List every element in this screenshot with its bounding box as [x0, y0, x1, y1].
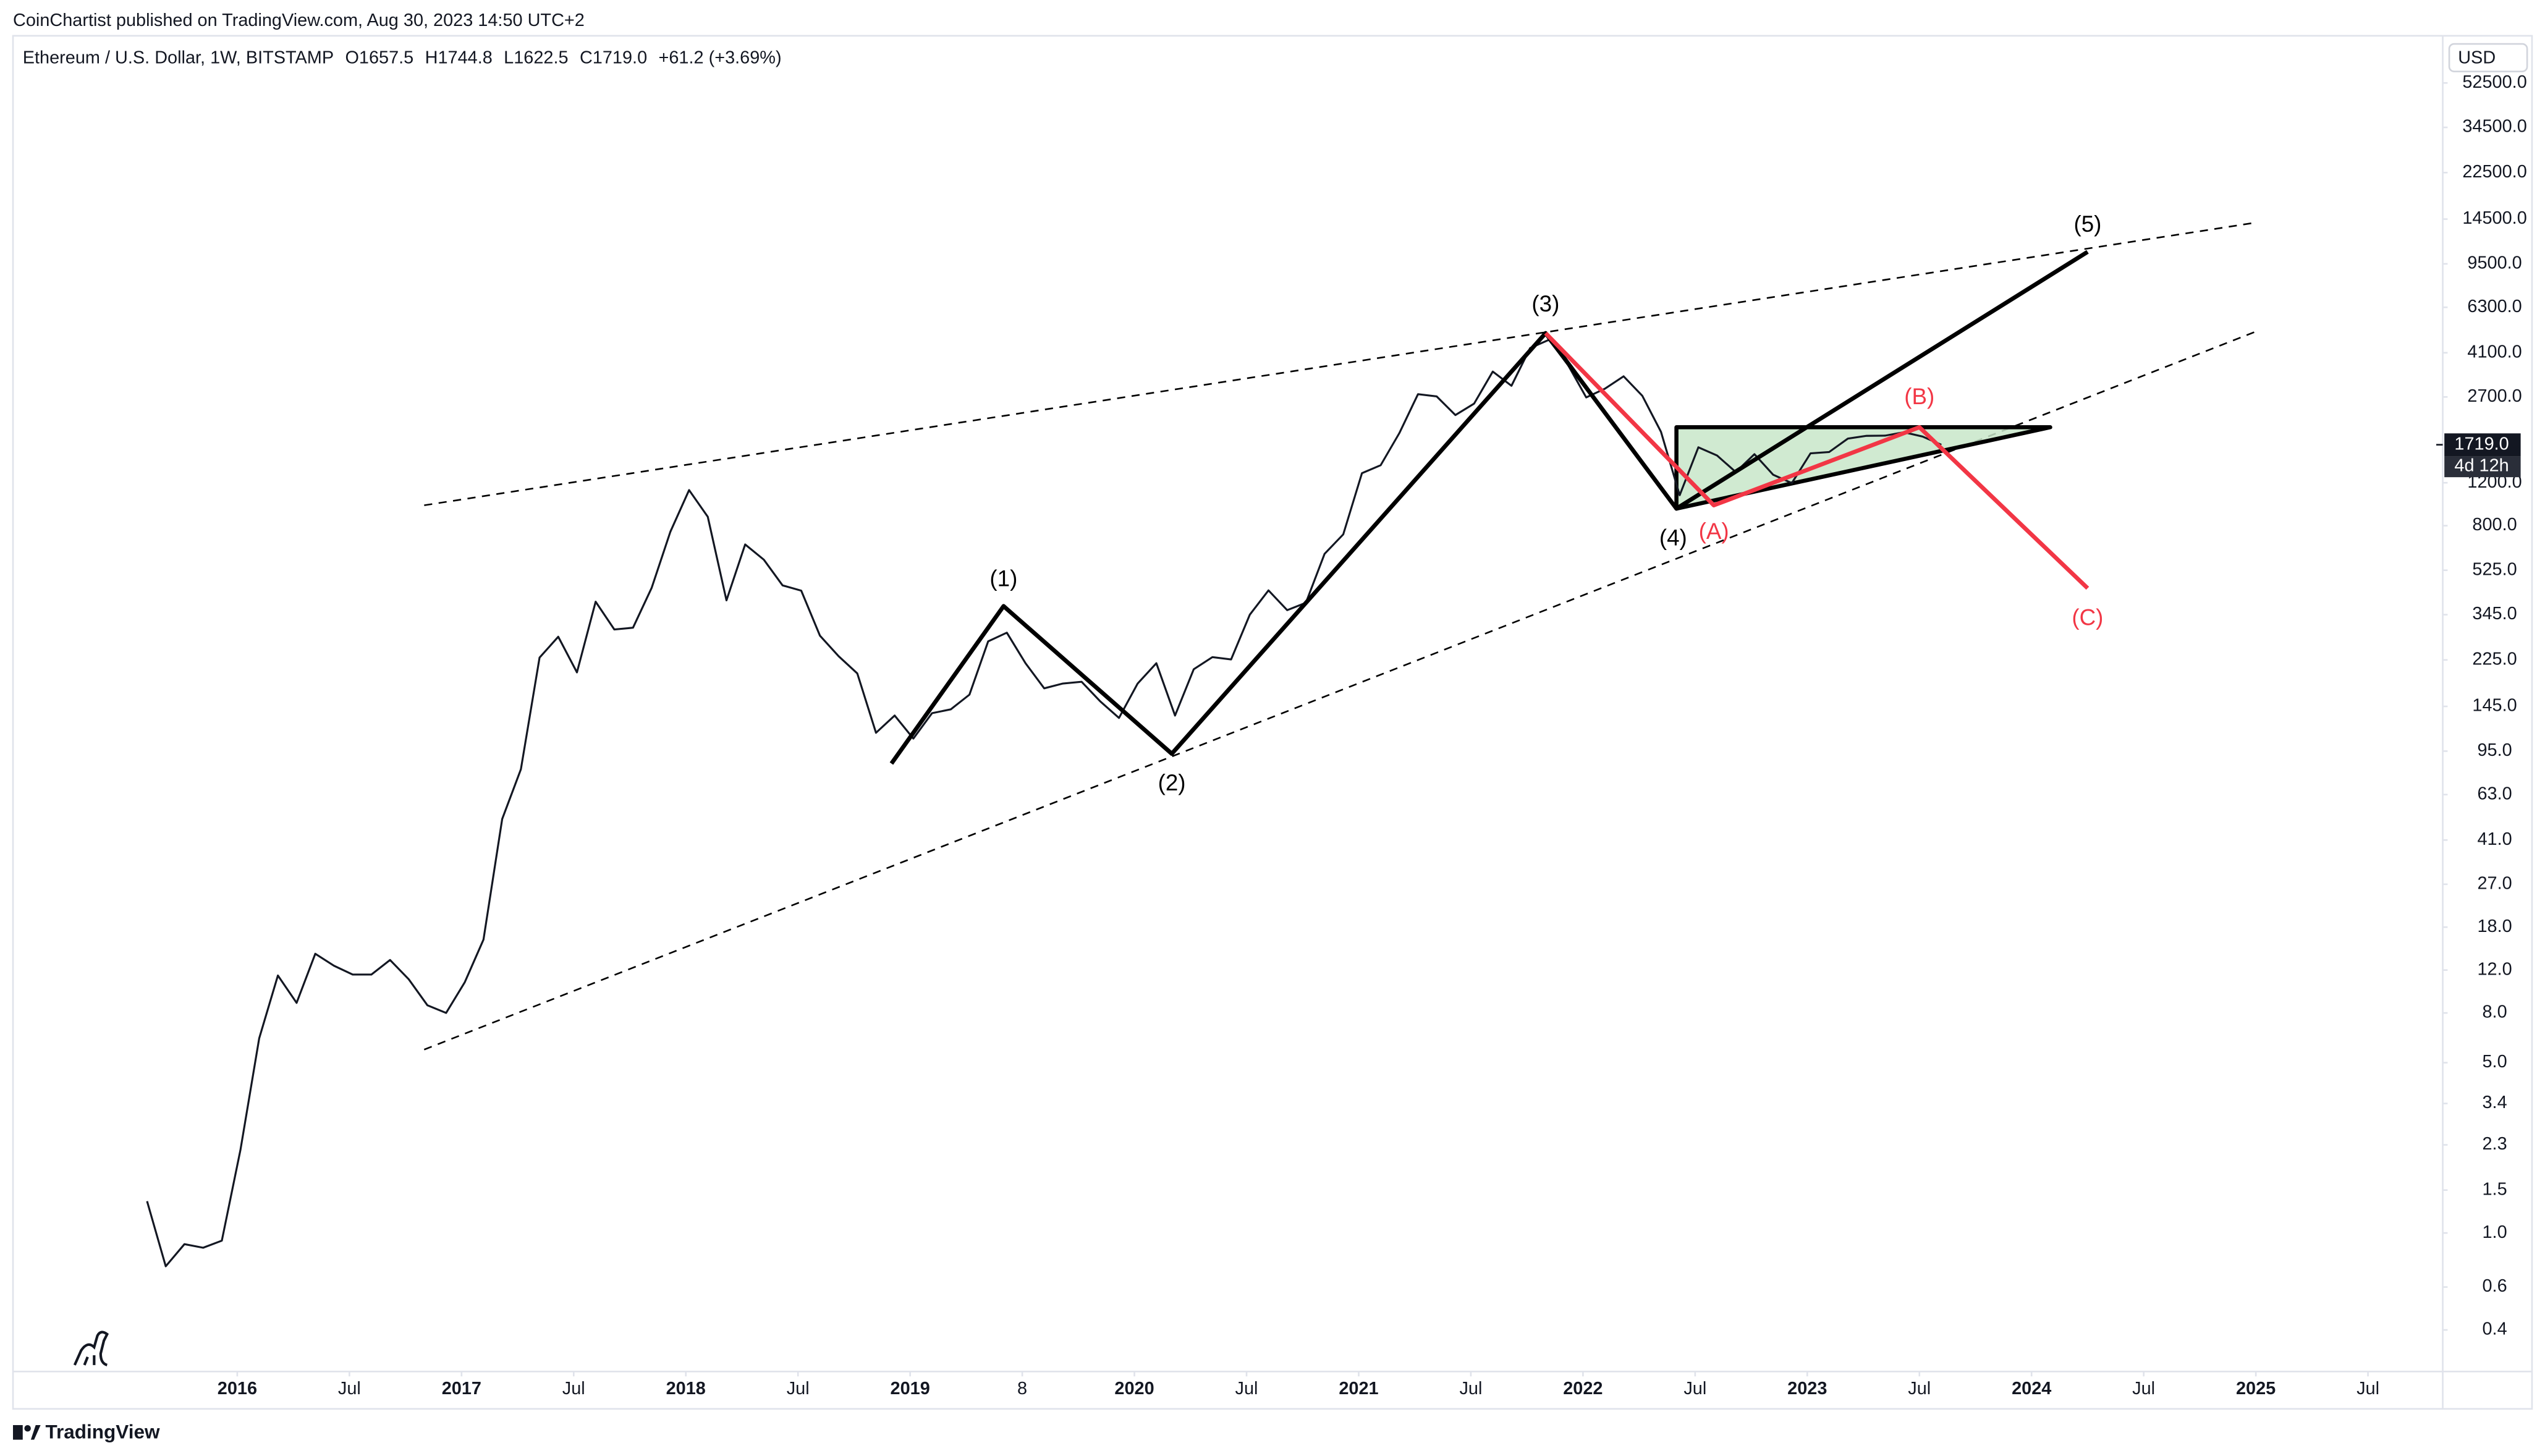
footer-brand: TradingView: [46, 1420, 160, 1442]
x-tick-label: 2024: [2012, 1379, 2051, 1399]
symbol: Ethereum / U.S. Dollar, 1W, BITSTAMP: [23, 48, 334, 67]
impulse-wave-label: (4): [1659, 525, 1687, 551]
y-tick-label: 12.0: [2477, 959, 2512, 979]
x-tick-label: 2018: [666, 1379, 706, 1399]
currency[interactable]: USD: [2458, 48, 2496, 67]
last-price-tag: [2444, 433, 2521, 457]
tradingview-logo: [13, 1424, 41, 1440]
attribution: CoinChartist published on TradingView.co…: [13, 11, 585, 30]
x-tick-label: 2017: [442, 1379, 481, 1399]
corrective-wave-label: (B): [1904, 384, 1934, 409]
frame: [12, 35, 2533, 1410]
last-price-label: 1719.0: [2454, 434, 2509, 454]
x-tick-label: 2021: [1339, 1379, 1378, 1399]
y-tick-label: 22500.0: [2462, 162, 2526, 182]
x-tick-label: 2023: [1787, 1379, 1827, 1399]
y-tick-label: 1.0: [2483, 1222, 2507, 1242]
y-tick-label: 34500.0: [2462, 117, 2526, 137]
y-tick-label: 2700.0: [2467, 386, 2522, 406]
x-tick-label: Jul: [787, 1379, 810, 1399]
x-tick-label: Jul: [1908, 1379, 1931, 1399]
currency-box[interactable]: [2448, 43, 2528, 72]
y-tick-label: 9500.0: [2467, 253, 2522, 273]
x-tick-label: Jul: [2132, 1379, 2155, 1399]
y-tick-label: 525.0: [2472, 559, 2517, 579]
x-tick-label: 2020: [1114, 1379, 1154, 1399]
symbol-header: Ethereum / U.S. Dollar, 1W, BITSTAMP O165…: [23, 48, 782, 67]
dino-icon: [73, 1331, 109, 1366]
ohlc-close: C1719.0: [580, 48, 647, 67]
y-tick-label: 145.0: [2472, 696, 2517, 716]
x-tick-label: 2016: [218, 1379, 257, 1399]
countdown-tag: [2444, 456, 2521, 478]
x-tick-label: 8: [1017, 1379, 1027, 1399]
impulse-wave-label: (5): [2073, 211, 2101, 237]
impulse-wave-label: (2): [1158, 770, 1186, 795]
y-tick-label: 95.0: [2477, 740, 2512, 760]
x-tick-label: Jul: [562, 1379, 585, 1399]
y-tick-label: 41.0: [2477, 829, 2512, 849]
y-tick-label: 1.5: [2483, 1179, 2507, 1199]
impulse-wave-label: (1): [989, 565, 1017, 591]
y-tick-label: 2.3: [2483, 1134, 2507, 1154]
y-tick-label: 63.0: [2477, 784, 2512, 803]
y-tick-label: 0.4: [2483, 1319, 2507, 1339]
y-tick-label: 5.0: [2483, 1052, 2507, 1072]
ohlc-high: H1744.8: [425, 48, 493, 67]
x-tick-label: 2019: [891, 1379, 930, 1399]
x-tick-label: Jul: [1459, 1379, 1482, 1399]
y-tick-label: 4100.0: [2467, 342, 2522, 362]
y-tick-label: 52500.0: [2462, 72, 2526, 92]
corrective-wave-path: [1544, 331, 2090, 590]
ohlc-change: +61.2 (+3.69%): [659, 48, 782, 67]
y-tick-label: 225.0: [2472, 649, 2517, 669]
countdown-label: 4d 12h: [2454, 456, 2509, 476]
x-tick-label: Jul: [2357, 1379, 2379, 1399]
y-tick-label: 27.0: [2477, 873, 2512, 893]
x-tick-label: 2025: [2236, 1379, 2276, 1399]
ohlc-open: O1657.5: [345, 48, 413, 67]
y-tick-label: 14500.0: [2462, 208, 2526, 228]
y-tick-label: 800.0: [2472, 515, 2517, 535]
trend-line: [423, 331, 2256, 1051]
y-tick-label: 8.0: [2483, 1002, 2507, 1022]
corrective-wave-label: (A): [1699, 518, 1729, 544]
corrective-wave-label: (C): [2072, 604, 2103, 630]
x-tick-label: Jul: [1683, 1379, 1706, 1399]
y-tick-label: 6300.0: [2467, 297, 2522, 316]
y-tick-label: 18.0: [2477, 916, 2512, 936]
x-tick-label: Jul: [338, 1379, 361, 1399]
impulse-wave-label: (3): [1531, 291, 1559, 316]
trend-line: [424, 221, 2256, 506]
y-tick-label: 3.4: [2483, 1093, 2507, 1112]
x-tick-label: Jul: [1235, 1379, 1258, 1399]
x-tick-label: 2022: [1563, 1379, 1603, 1399]
y-tick-label: 345.0: [2472, 604, 2517, 624]
y-tick-label: 0.6: [2483, 1276, 2507, 1296]
ohlc-low: L1622.5: [504, 48, 568, 67]
plot-area: [146, 221, 2256, 1268]
price-line: [146, 339, 1942, 1268]
impulse-wave-path: [889, 250, 2089, 765]
